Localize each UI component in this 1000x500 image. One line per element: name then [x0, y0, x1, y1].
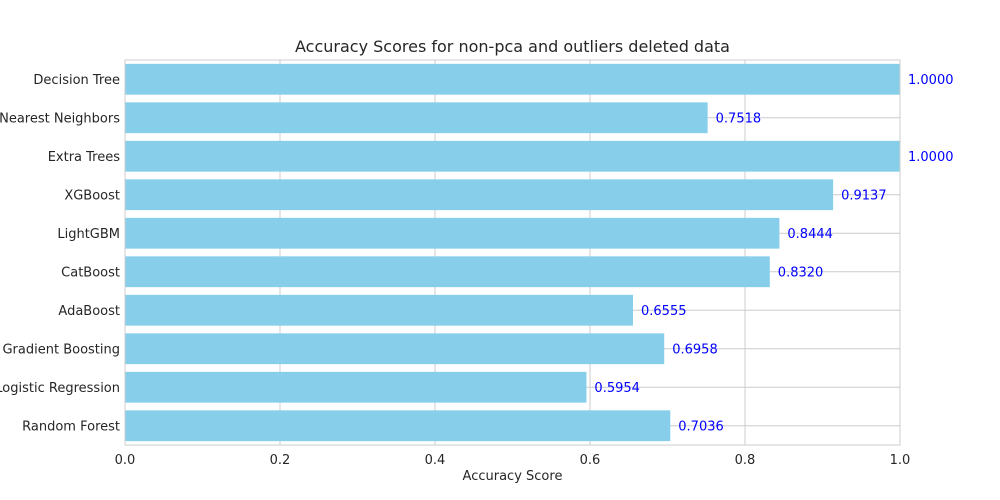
value-label: 0.8320	[778, 265, 824, 280]
value-label: 0.6958	[672, 342, 718, 357]
value-label: 0.5954	[594, 381, 640, 396]
x-tick-label: 0.2	[270, 453, 291, 468]
bar	[125, 371, 587, 403]
bar	[125, 333, 665, 365]
value-label: 0.6555	[641, 304, 687, 319]
x-tick-label: 0.6	[580, 453, 601, 468]
value-label: 1.0000	[908, 150, 954, 165]
y-tick-label: AdaBoost	[58, 304, 120, 319]
value-label: 0.9137	[841, 188, 887, 203]
x-tick-label: 0.0	[115, 453, 136, 468]
y-tick-label: LightGBM	[57, 227, 120, 242]
value-label: 0.7518	[716, 111, 762, 126]
x-axis-label: Accuracy Score	[463, 469, 563, 484]
x-tick-label: 1.0	[890, 453, 911, 468]
y-tick-label: Logistic Regression	[0, 381, 120, 396]
bar	[125, 102, 708, 134]
plot-frame	[124, 59, 901, 446]
y-tick-label: Extra Trees	[48, 150, 121, 165]
bar	[125, 217, 780, 249]
y-tick-label: K-Nearest Neighbors	[0, 111, 120, 126]
bar	[125, 63, 900, 95]
bar	[125, 256, 770, 288]
bar	[125, 294, 634, 326]
value-label: 1.0000	[908, 73, 954, 88]
bar	[125, 140, 900, 172]
x-tick-label: 0.4	[425, 453, 446, 468]
value-label: 0.7036	[678, 419, 724, 434]
bar	[125, 410, 671, 442]
y-tick-label: Random Forest	[22, 419, 120, 434]
chart-title: Accuracy Scores for non-pca and outliers…	[295, 37, 730, 56]
bar	[125, 179, 834, 211]
y-tick-label: CatBoost	[61, 265, 120, 280]
value-label: 0.8444	[787, 227, 833, 242]
y-tick-label: Gradient Boosting	[2, 342, 120, 357]
x-tick-label: 0.8	[735, 453, 756, 468]
y-tick-label: Decision Tree	[33, 73, 120, 88]
y-tick-label: XGBoost	[64, 188, 120, 203]
